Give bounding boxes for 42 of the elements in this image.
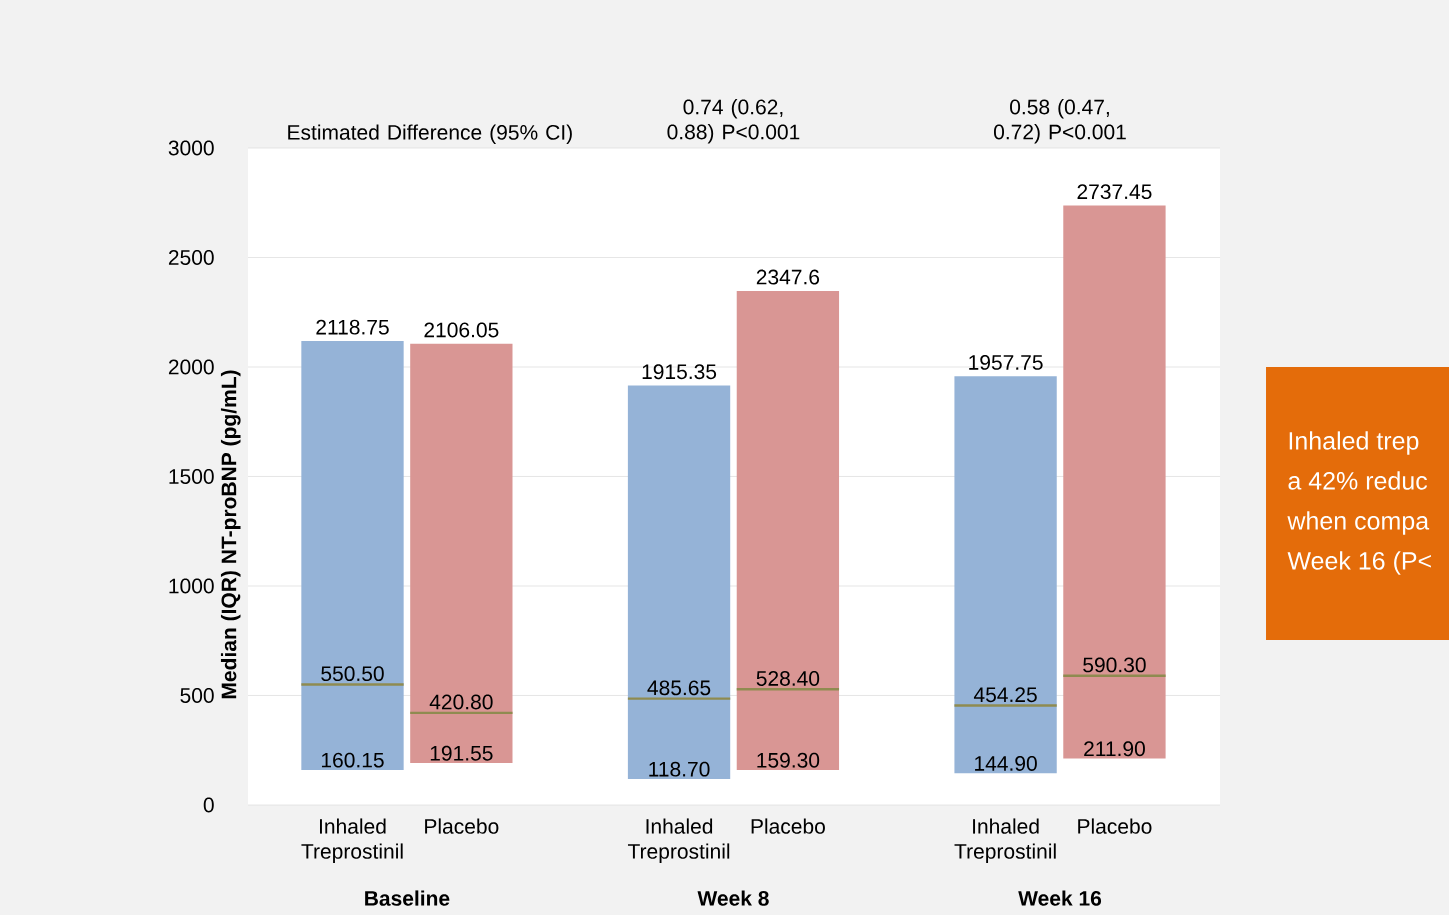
text: 2347.6: [756, 269, 820, 285]
text: 1915.35: [642, 364, 717, 380]
text: 1957.75: [969, 355, 1043, 370]
text: 2737.45: [1077, 184, 1152, 200]
text: a 42% reduc: [1288, 471, 1428, 490]
text: 590.30: [1083, 657, 1146, 673]
x-tick-label: Placebo: [751, 818, 825, 834]
y-axis-title: Median (IQR) NT-proBNP (pg/mL): [220, 370, 241, 699]
text: Week 16: [1018, 890, 1102, 906]
y-tick-label: 0: [203, 797, 214, 813]
text: 144.90: [975, 756, 1037, 771]
x-tick-label: Inhaled Treprostinil: [954, 818, 1056, 863]
y-tick-label: 1500: [169, 469, 214, 484]
text: Baseline: [365, 890, 450, 906]
text: 528.40: [756, 671, 820, 686]
text: 0.74 (0.62, 0.88) P<0.001: [667, 99, 800, 144]
text: Estimated Difference (95% CI): [288, 124, 572, 144]
x-tick-label: Placebo: [1078, 818, 1152, 834]
text: 0.58 (0.47, 0.72) P<0.001: [993, 99, 1126, 144]
y-tick-label: 2000: [168, 359, 214, 375]
text: 159.30: [757, 752, 820, 768]
text: Week 16 (P<: [1287, 551, 1431, 575]
text: when compa: [1287, 511, 1430, 535]
text: 2106.05: [424, 322, 499, 338]
x-tick-label: Inhaled Treprostinil: [627, 818, 730, 863]
text: 550.50: [321, 666, 384, 682]
y-tick-label: 500: [180, 688, 214, 703]
text: 118.70: [649, 761, 710, 777]
text: 191.55: [430, 745, 493, 761]
text: Inhaled trep: [1289, 431, 1419, 455]
text: 454.25: [973, 687, 1037, 703]
x-tick-label: Placebo: [425, 818, 499, 834]
text: Week 8: [697, 890, 769, 906]
text: 420.80: [429, 694, 493, 710]
text: 211.90: [1084, 741, 1145, 757]
y-tick-label: 1000: [169, 578, 214, 594]
y-tick-label: 3000: [168, 140, 214, 156]
text: 485.65: [647, 680, 711, 696]
text: 160.15: [321, 752, 384, 768]
text: 2118.75: [316, 319, 389, 335]
y-tick-label: 2500: [168, 250, 214, 265]
x-tick-label: Inhaled Treprostinil: [301, 818, 403, 863]
